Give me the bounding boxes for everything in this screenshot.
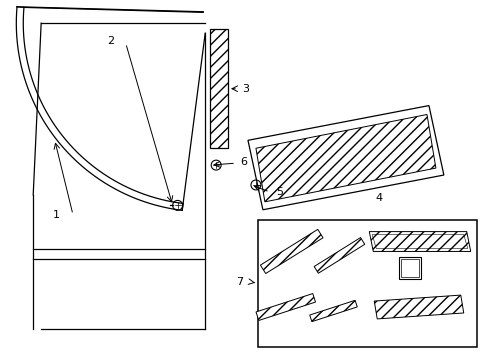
Text: 7: 7 [236,277,243,287]
Text: 2: 2 [107,36,114,46]
Polygon shape [247,105,443,210]
Text: 1: 1 [53,210,60,220]
Polygon shape [256,293,315,320]
Polygon shape [313,238,364,273]
Polygon shape [210,29,227,148]
Bar [398,257,420,279]
Polygon shape [255,114,435,202]
Polygon shape [260,229,323,274]
Text: 3: 3 [242,84,249,94]
Text: 4: 4 [375,193,382,203]
Text: 6: 6 [240,157,247,167]
Text: 5: 5 [276,187,283,197]
Bar [257,220,476,347]
Bar [400,260,418,277]
Polygon shape [373,295,463,319]
Polygon shape [368,231,470,251]
Polygon shape [309,300,357,321]
